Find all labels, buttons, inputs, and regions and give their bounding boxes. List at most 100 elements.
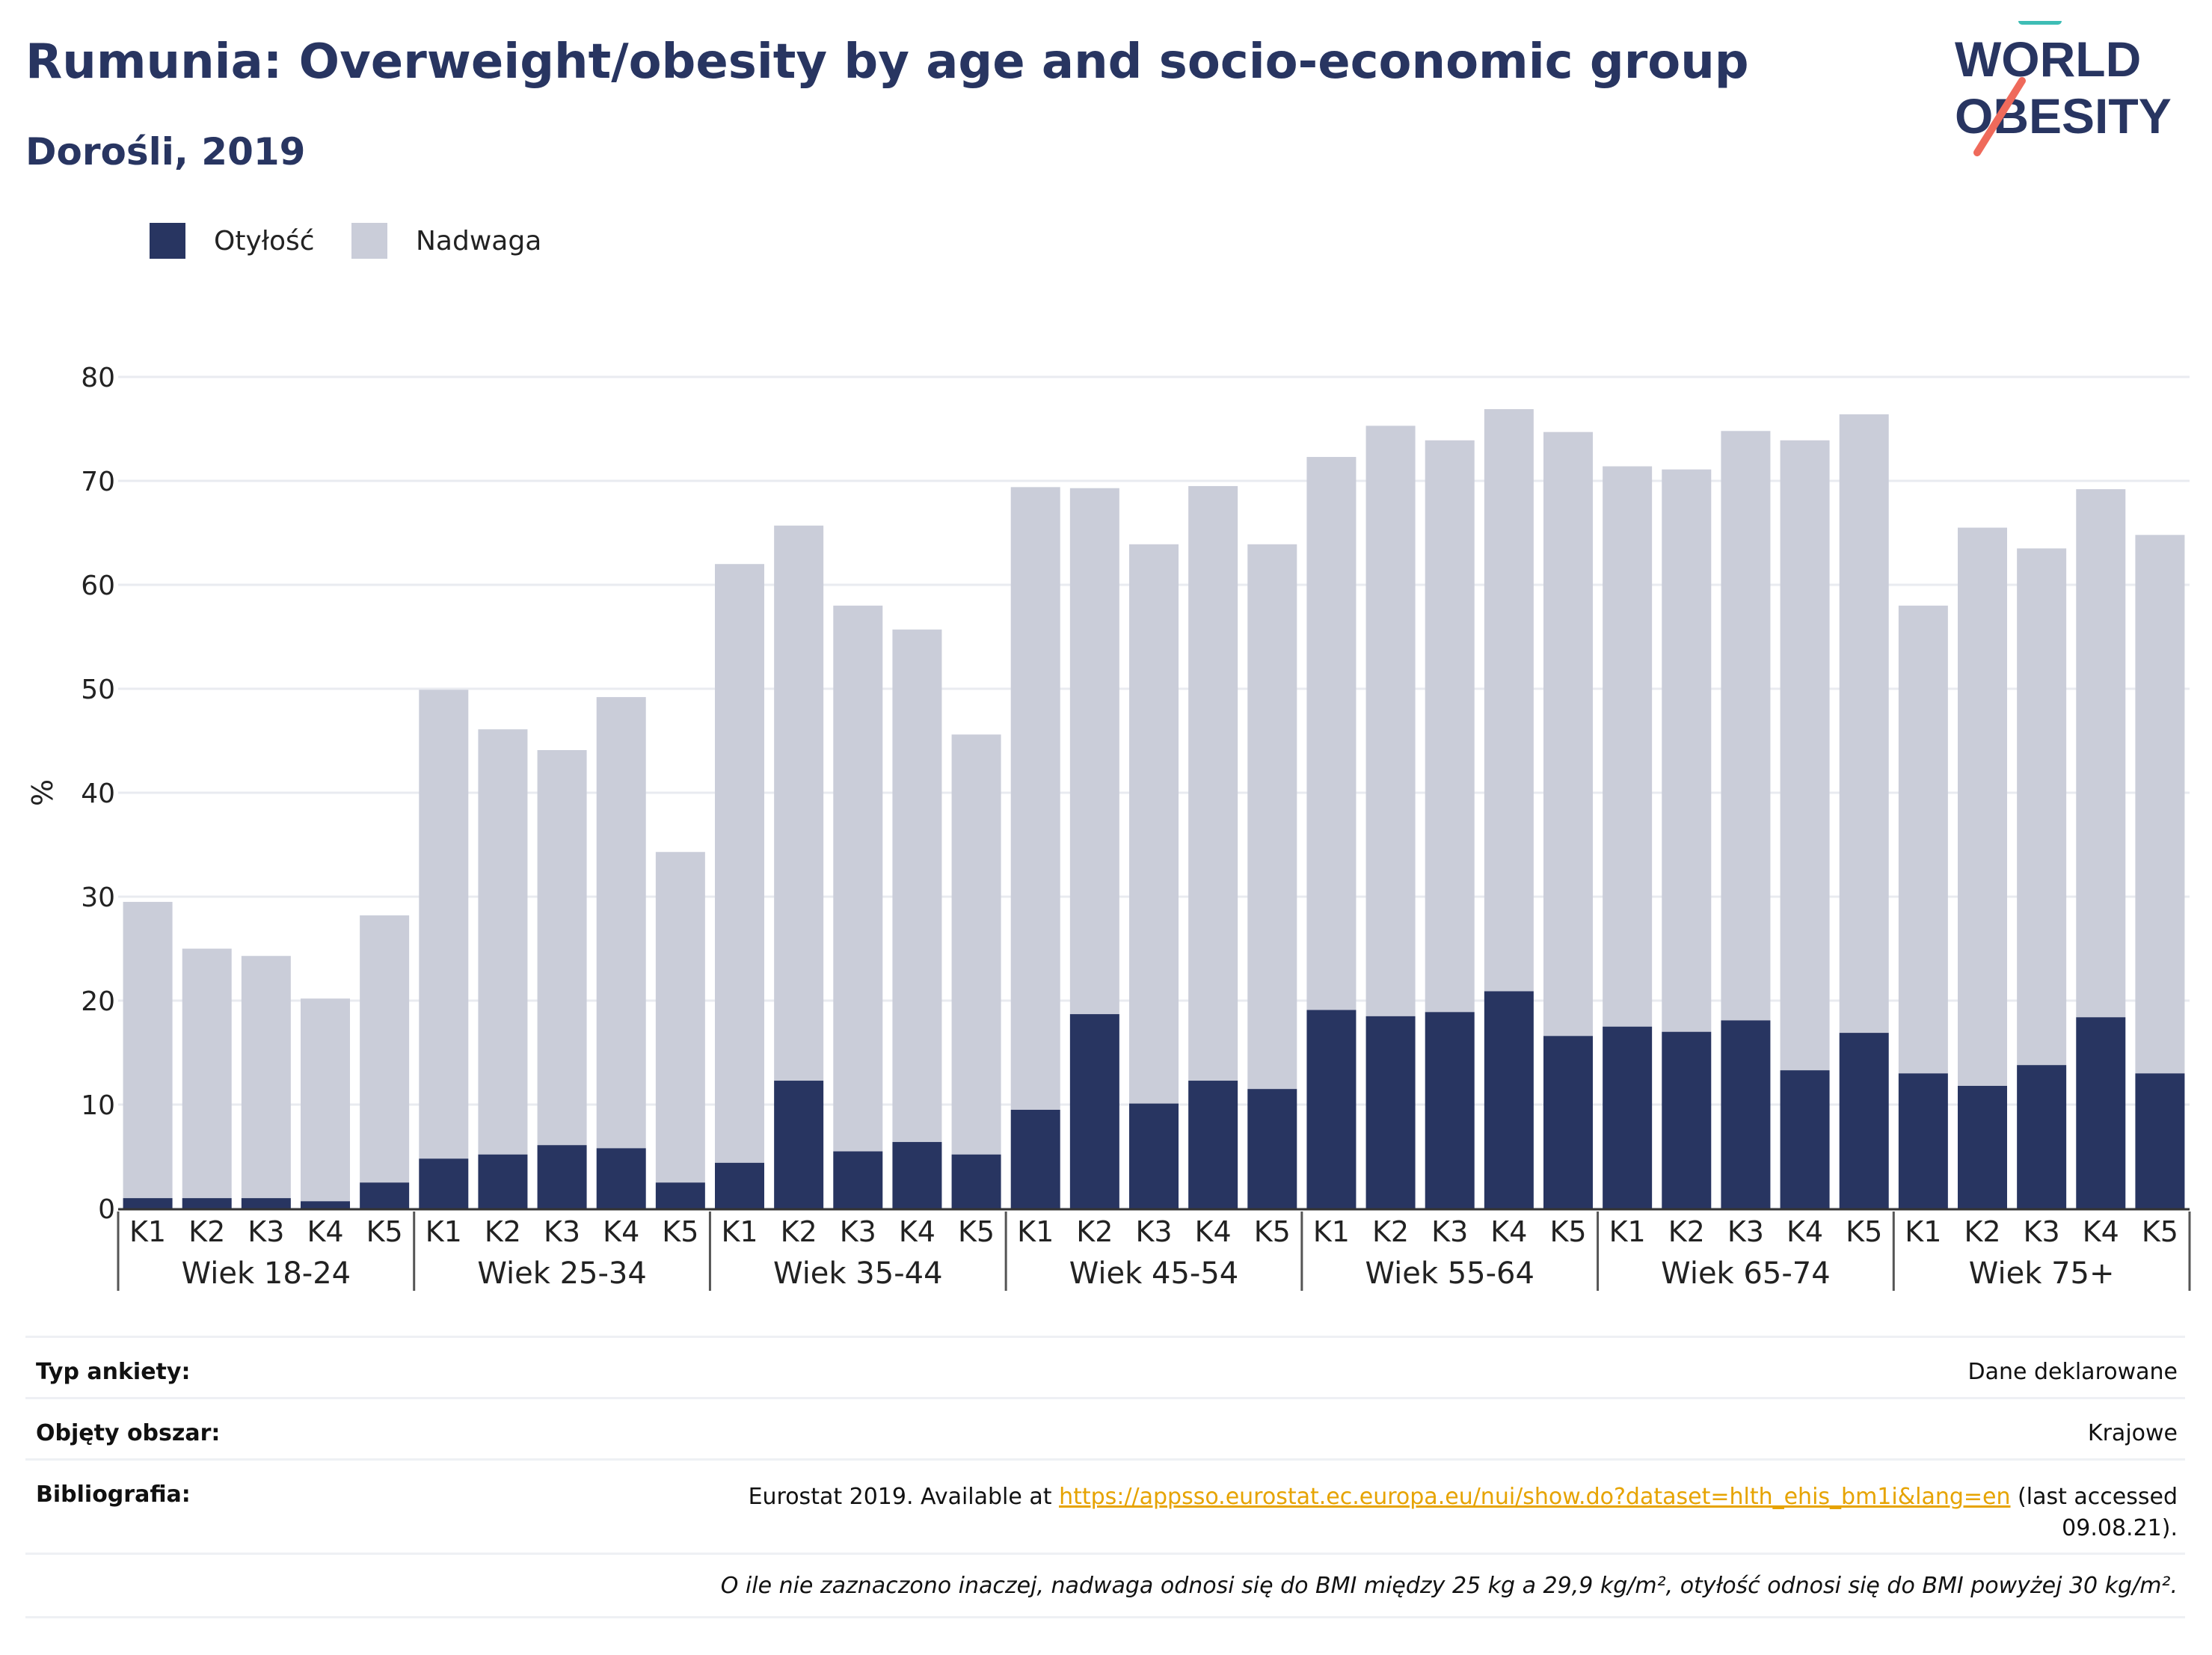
bar-obesity [2135,1073,2185,1209]
bar-overweight [1247,544,1297,1090]
bar-obesity [1365,1016,1416,1209]
bar-overweight [1425,440,1475,1013]
area-value: Krajowe [2087,1420,2178,1446]
bar-overweight [537,750,587,1146]
legend-label-overweight: Nadwaga [416,225,542,257]
x-tick-label: K3 [840,1215,876,1248]
bibliography-date: 09.08.21). [2062,1515,2178,1541]
bar-overweight [1780,440,1830,1071]
bar-obesity [182,1198,232,1209]
survey-type-label: Typ ankiety: [36,1359,191,1385]
bar-obesity [419,1158,469,1209]
group-label: Wiek 35-44 [773,1256,943,1291]
info-row-bibliography: Bibliografia: Eurostat 2019. Available a… [25,1458,2185,1555]
bar-obesity [833,1151,883,1209]
bar-obesity [2017,1065,2067,1209]
y-tick-label: 50 [81,675,115,705]
x-tick-label: K2 [1372,1215,1409,1248]
x-tick-label: K2 [781,1215,817,1248]
x-tick-label: K4 [603,1215,639,1248]
x-tick-label: K2 [1964,1215,2000,1248]
bar-overweight [123,901,173,1199]
x-tick-label: K4 [307,1215,343,1248]
x-tick-label: K2 [1668,1215,1705,1248]
bar-obesity [123,1198,173,1209]
bar-overweight [182,948,232,1199]
x-tick-label: K3 [2024,1215,2060,1248]
x-tick-label: K4 [899,1215,936,1248]
bar-overweight [478,729,528,1155]
bar-obesity [1247,1089,1297,1209]
bar-overweight [833,605,883,1152]
y-tick-label: 20 [81,986,115,1017]
bar-overweight [1365,426,1416,1016]
bar-obesity [951,1154,1001,1209]
x-tick-label: K3 [1431,1215,1468,1248]
x-tick-label: K1 [425,1215,462,1248]
x-tick-label: K5 [2142,1215,2178,1248]
group-label: Wiek 45-54 [1069,1256,1239,1291]
bar-overweight [774,525,824,1081]
bar-overweight [1603,466,1653,1027]
bar-obesity [1010,1109,1060,1209]
group-label: Wiek 25-34 [477,1256,647,1291]
legend-label-obesity: Otyłość [214,225,315,257]
bar-obesity [1839,1033,1889,1209]
x-tick-label: K5 [1549,1215,1586,1248]
x-tick-label: K5 [1846,1215,1882,1248]
bar-obesity [1306,1010,1357,1209]
x-tick-label: K3 [1727,1215,1764,1248]
bar-overweight [241,956,291,1199]
x-tick-label: K1 [129,1215,166,1248]
bar-obesity [774,1081,824,1209]
bar-obesity [1129,1103,1179,1209]
x-tick-label: K1 [1905,1215,1941,1248]
bar-obesity [1425,1012,1475,1209]
bar-obesity [1721,1020,1771,1209]
bar-overweight [2017,548,2067,1066]
info-row-survey: Typ ankiety: Dane deklarowane [25,1336,2185,1399]
bar-obesity [1780,1070,1830,1209]
bar-obesity [478,1154,528,1209]
group-label: Wiek 55-64 [1365,1256,1534,1291]
y-tick-label: 70 [81,467,115,497]
bibliography-link[interactable]: https://appsso.eurostat.ec.europa.eu/nui… [1059,1484,2011,1510]
bar-overweight [715,564,764,1163]
group-label: Wiek 75+ [1969,1256,2115,1291]
bar-overweight [1898,605,1948,1074]
x-tick-label: K1 [721,1215,758,1248]
x-tick-label: K2 [188,1215,225,1248]
y-tick-label: 40 [81,779,115,809]
chart-subtitle: Dorośli, 2019 [25,130,306,174]
bar-overweight [1010,487,1060,1110]
bar-overweight [1543,432,1593,1037]
y-tick-label: 60 [81,571,115,601]
area-label: Objęty obszar: [36,1420,221,1446]
bar-overweight [951,734,1001,1155]
bar-overweight [1069,488,1119,1015]
bar-overweight [2135,535,2185,1074]
definition-note: O ile nie zaznaczono inaczej, nadwaga od… [720,1573,2178,1599]
bar-overweight [1721,431,1771,1021]
bar-overweight [1839,414,1889,1034]
bar-obesity [1484,991,1534,1209]
bar-obesity [1958,1085,2007,1209]
bibliography-prefix: Eurostat 2019. Available at [748,1484,1052,1510]
bar-overweight [655,852,705,1183]
bar-obesity [241,1198,291,1209]
group-label: Wiek 65-74 [1661,1256,1831,1291]
bar-overweight [1188,485,1238,1081]
x-tick-label: K2 [1076,1215,1113,1248]
group-label: Wiek 18-24 [182,1256,351,1291]
bibliography-value: Eurostat 2019. Available at https://apps… [749,1481,2178,1544]
y-tick-label: 80 [81,363,115,393]
bar-overweight [1306,457,1357,1010]
bar-obesity [1543,1036,1593,1209]
bar-obesity [1188,1081,1238,1209]
y-tick-label: 10 [81,1090,115,1121]
x-tick-label: K4 [1195,1215,1232,1248]
bar-obesity [1069,1014,1119,1209]
x-tick-label: K5 [366,1215,403,1248]
bar-obesity [655,1182,705,1209]
bar-obesity [596,1148,646,1209]
